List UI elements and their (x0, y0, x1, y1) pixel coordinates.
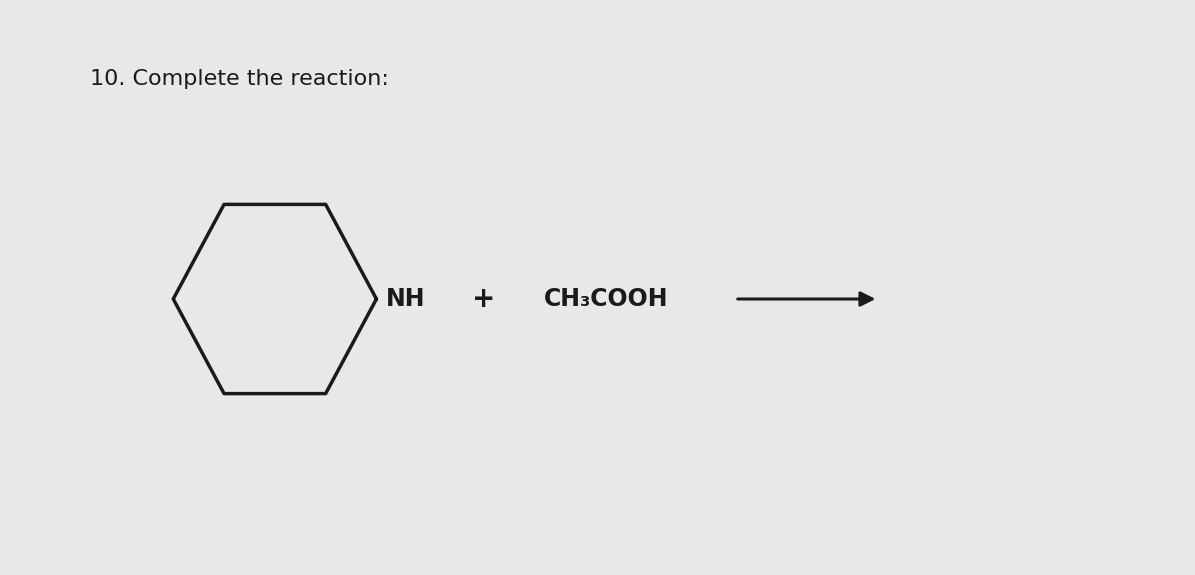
Text: 10. Complete the reaction:: 10. Complete the reaction: (90, 69, 388, 89)
Text: +: + (472, 285, 496, 313)
Text: NH: NH (386, 287, 425, 311)
Text: CH₃COOH: CH₃COOH (544, 287, 668, 311)
